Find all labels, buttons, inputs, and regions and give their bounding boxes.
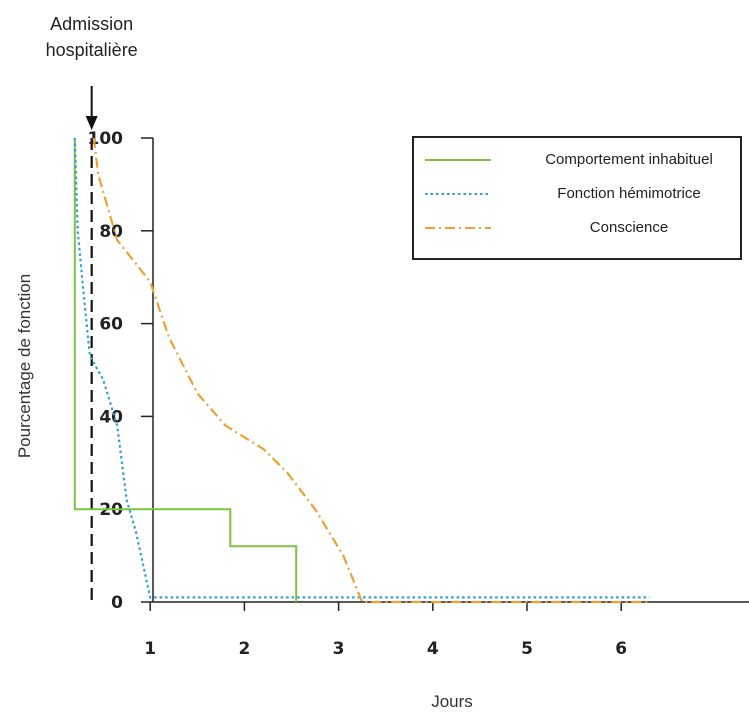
y-tick-label: 80: [99, 222, 123, 242]
x-tick-label: 1: [144, 639, 156, 659]
y-tick-label: 40: [99, 407, 123, 427]
legend-label: Conscience: [590, 219, 668, 236]
x-tick-label: 3: [333, 639, 345, 659]
legend-box: [412, 136, 742, 260]
series-line-2: [73, 137, 650, 599]
annotation-arrow-head: [85, 116, 98, 130]
y-axis-title: Pourcentage de fonction: [15, 274, 34, 458]
series-line-1: [73, 138, 298, 602]
annotation-text: Admission: [50, 14, 133, 34]
x-tick-label: 5: [521, 639, 533, 659]
x-tick-label: 6: [615, 639, 627, 659]
series-line-3: [92, 137, 650, 604]
admission-annotation: Admission hospitalière: [46, 14, 138, 602]
legend-label: Comportement inhabituel: [545, 151, 713, 168]
x-tick-label: 4: [427, 639, 439, 659]
legend-label: Fonction hémimotrice: [557, 185, 700, 202]
series-lines: [73, 137, 650, 604]
y-tick-label: 100: [88, 129, 124, 149]
x-axis-title: Jours: [431, 692, 473, 711]
y-tick-label: 0: [111, 593, 123, 613]
annotation-text: hospitalière: [46, 40, 138, 60]
legend: Comportement inhabituel Fonction hémimotr…: [412, 136, 742, 260]
y-tick-label: 60: [99, 315, 123, 335]
x-tick-label: 2: [238, 639, 250, 659]
